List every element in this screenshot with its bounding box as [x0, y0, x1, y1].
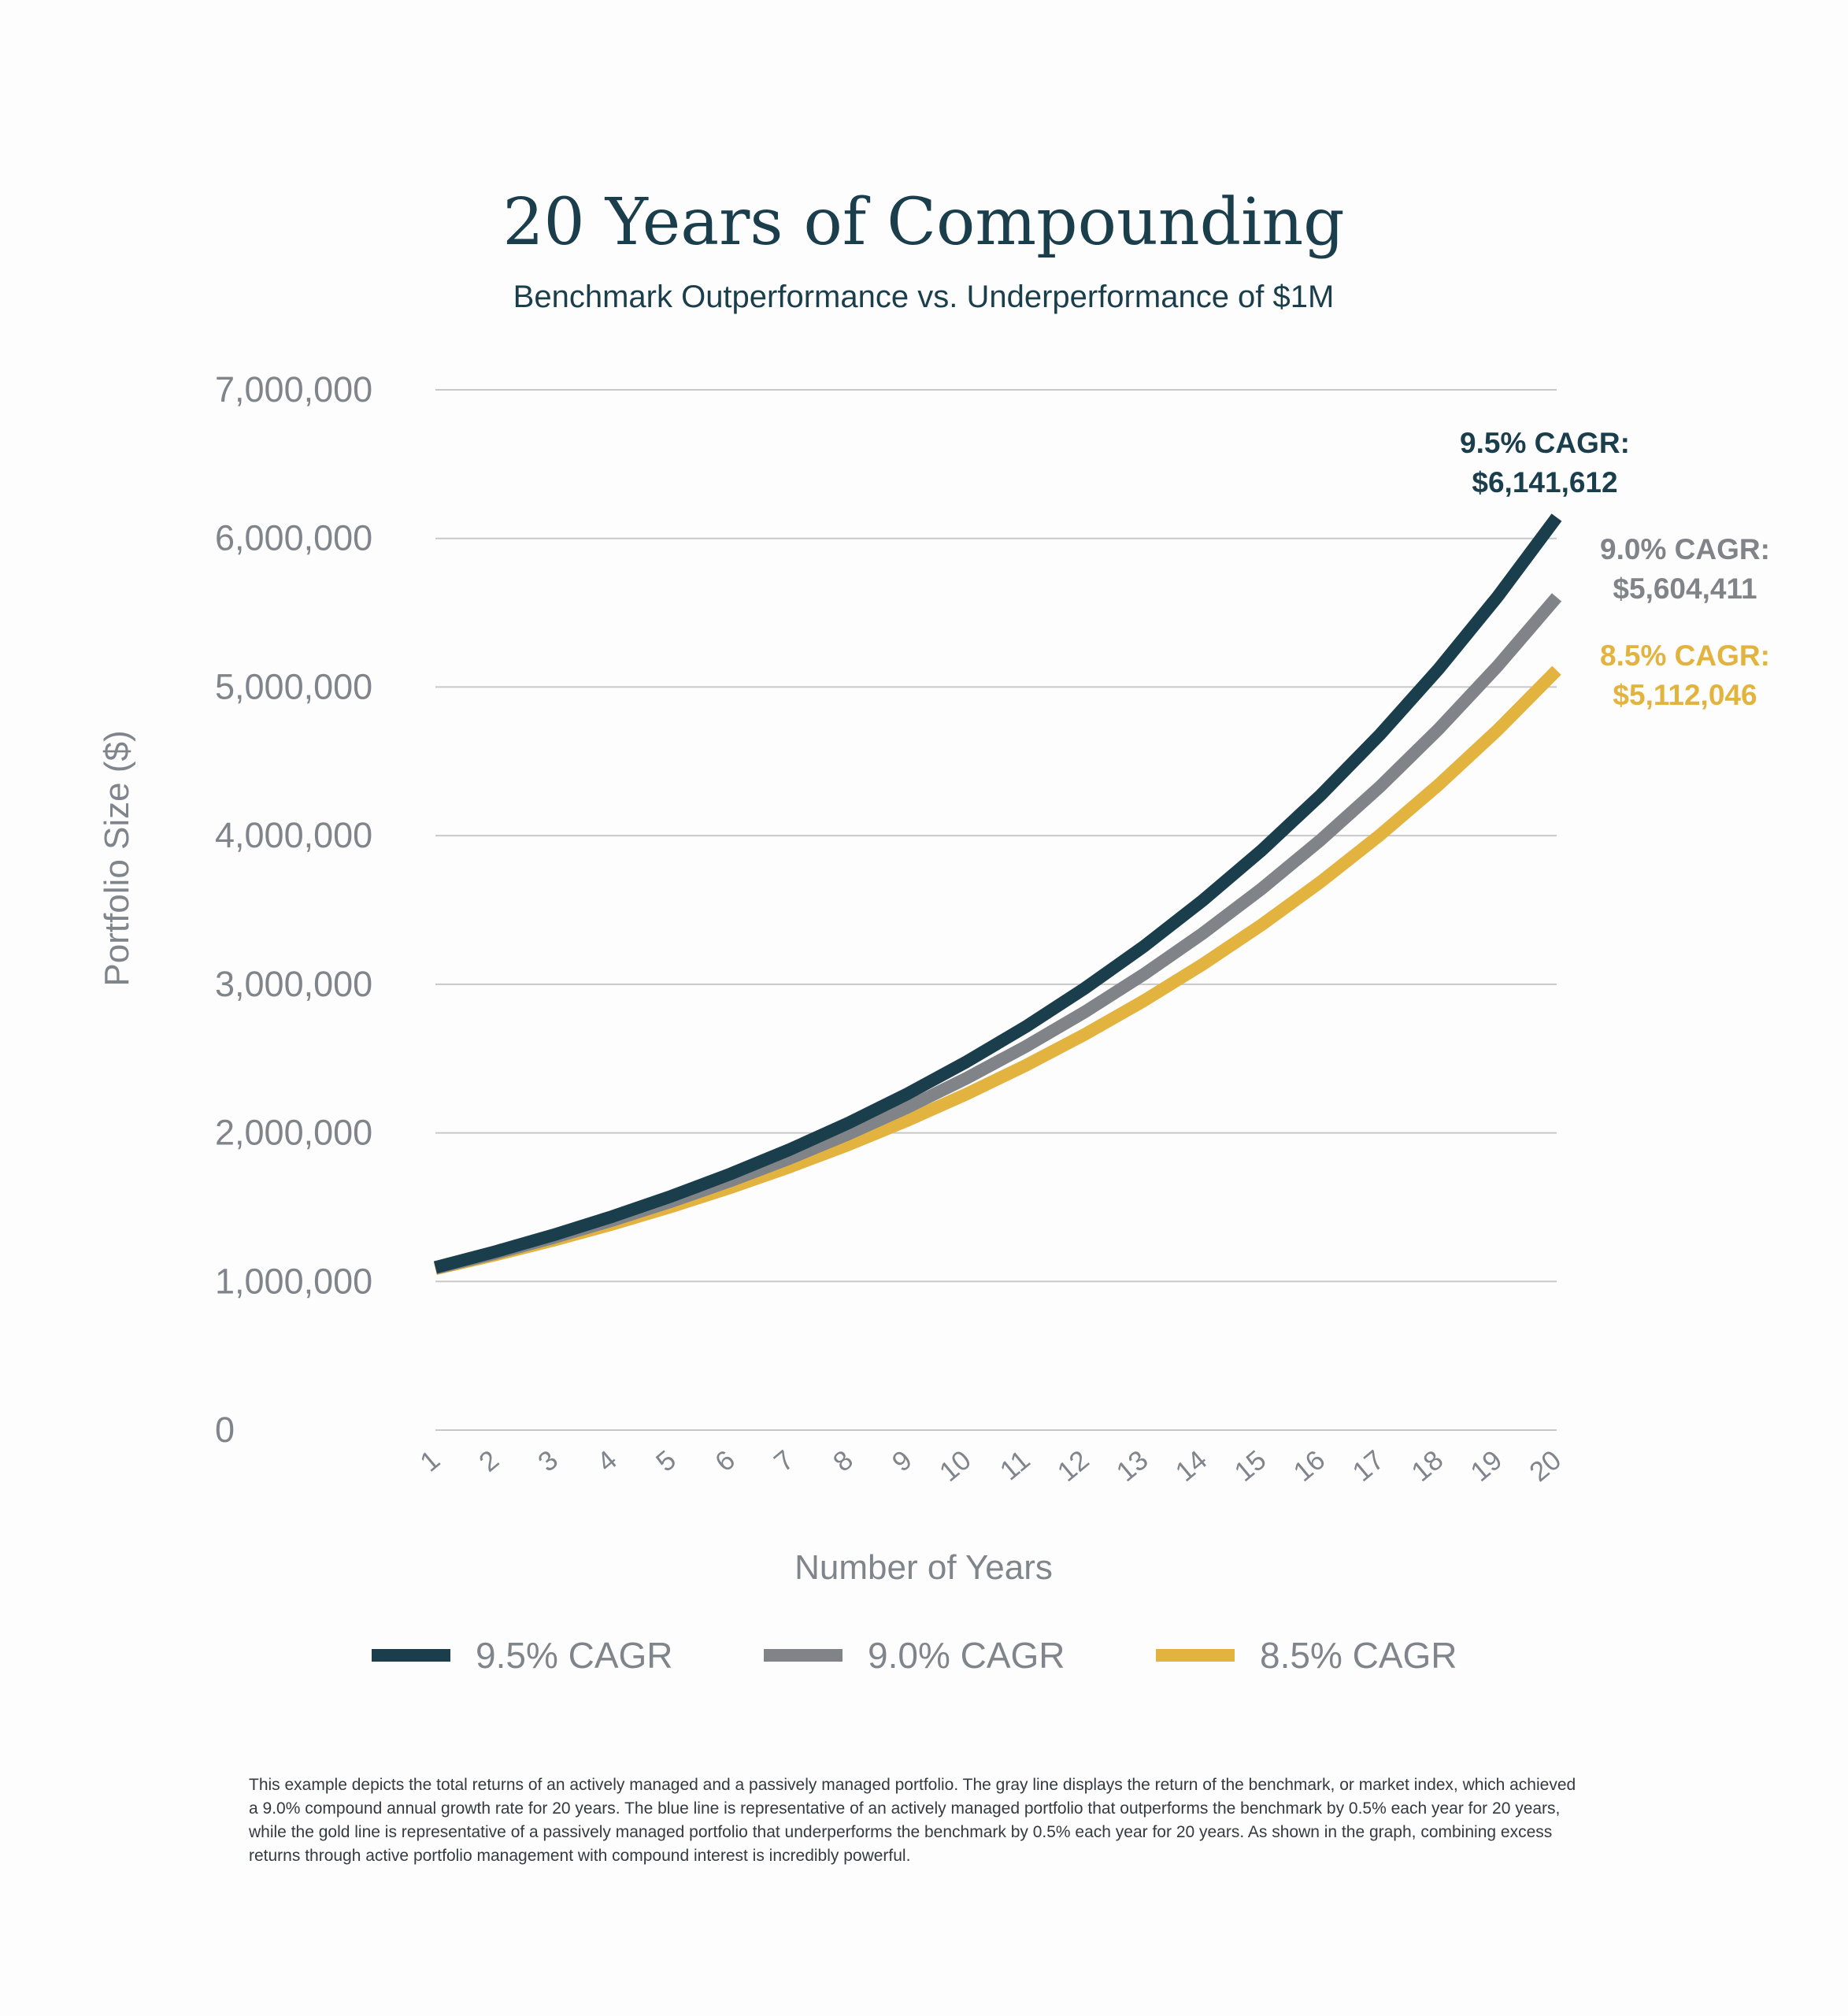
y-axis-ticks: 0 1,000,000 2,000,000 3,000,000 4,000,000 5,0…	[215, 369, 372, 1450]
y-tick-label: 4,000,000	[215, 815, 372, 855]
gridlines	[435, 389, 1557, 1431]
x-tick-label: 20	[1524, 1444, 1567, 1488]
series-end-label: 9.5% CAGR:	[1460, 427, 1630, 459]
y-tick-label: 2,000,000	[215, 1113, 372, 1153]
series-end-label: $5,604,411	[1613, 573, 1757, 605]
y-tick-label: 0	[215, 1410, 235, 1450]
y-tick-label: 3,000,000	[215, 964, 372, 1004]
x-tick-label: 8	[828, 1444, 859, 1477]
chart-title: 20 Years of Compounding	[502, 185, 1344, 260]
x-tick-label: 18	[1405, 1444, 1449, 1488]
x-tick-label: 14	[1170, 1444, 1213, 1488]
x-tick-label: 19	[1465, 1444, 1508, 1488]
series-lines	[433, 513, 1562, 1275]
series-end-label: $6,141,612	[1472, 466, 1617, 498]
x-tick-label: 12	[1052, 1444, 1095, 1488]
x-tick-label: 1	[414, 1444, 446, 1477]
legend-label: 9.5% CAGR	[476, 1635, 673, 1676]
chart-subtitle: Benchmark Outperformance vs. Underperfor…	[513, 280, 1335, 314]
x-tick-label: 3	[532, 1444, 564, 1477]
series-line-8-5-cagr	[434, 665, 1561, 1275]
x-tick-label: 6	[709, 1444, 741, 1477]
legend-label: 8.5% CAGR	[1260, 1635, 1457, 1676]
x-tick-label: 11	[994, 1444, 1036, 1486]
legend-swatch	[764, 1649, 843, 1662]
end-labels: 9.5% CAGR: $6,141,612 9.0% CAGR: $5,604,411…	[1460, 427, 1770, 711]
x-tick-label: 16	[1287, 1444, 1331, 1488]
y-axis-label: Portfolio Size ($)	[98, 730, 136, 986]
series-end-label: 9.0% CAGR:	[1600, 533, 1770, 565]
y-tick-label: 7,000,000	[215, 369, 372, 410]
legend: 9.5% CAGR 9.0% CAGR 8.5% CAGR	[372, 1635, 1457, 1676]
series-line-9-0-cagr	[434, 593, 1562, 1275]
series-end-label: 8.5% CAGR:	[1600, 639, 1770, 672]
x-tick-label: 17	[1346, 1444, 1390, 1488]
x-tick-label: 10	[934, 1444, 977, 1488]
series-end-label: $5,112,046	[1613, 679, 1757, 711]
x-tick-label: 2	[473, 1444, 505, 1477]
legend-swatch	[372, 1649, 450, 1662]
x-tick-label: 9	[887, 1444, 918, 1477]
x-axis-label: Number of Years	[794, 1548, 1053, 1587]
y-tick-label: 1,000,000	[215, 1261, 372, 1301]
x-tick-label: 15	[1229, 1444, 1272, 1488]
x-tick-label: 4	[591, 1444, 623, 1477]
legend-swatch	[1156, 1649, 1235, 1662]
y-tick-label: 6,000,000	[215, 518, 372, 558]
x-tick-label: 5	[650, 1444, 682, 1477]
y-tick-label: 5,000,000	[215, 666, 372, 706]
x-tick-label: 13	[1111, 1444, 1154, 1488]
x-axis-ticks: 1 2 3 4 5 6 7 8 9 10 11 12 13 14 15 16 17 18 19 20	[414, 1444, 1567, 1488]
x-tick-label: 7	[768, 1444, 800, 1477]
legend-label: 9.0% CAGR	[868, 1635, 1065, 1676]
footnote: This example depicts the total returns o…	[249, 1776, 1576, 1865]
series-line-9-5-cagr	[433, 513, 1562, 1274]
